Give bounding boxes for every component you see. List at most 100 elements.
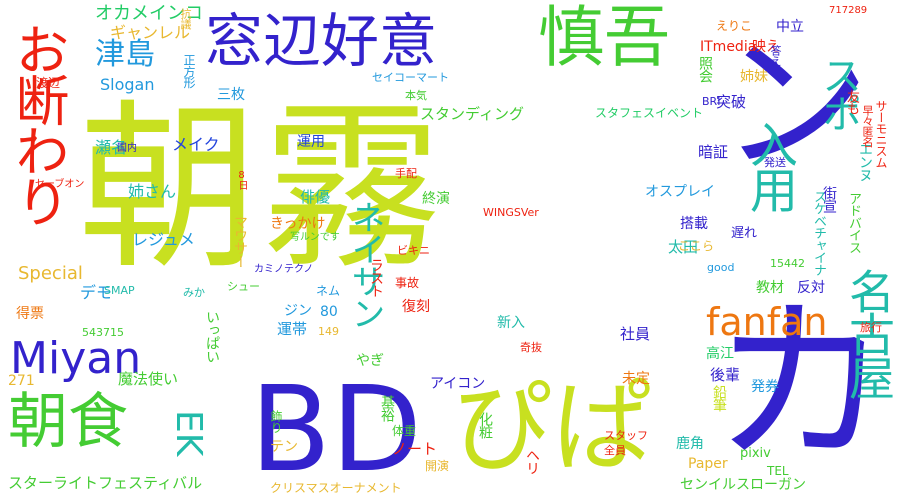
word-shinnyu: 新入 [497,315,525,331]
word-kaien: 開演 [425,459,450,473]
word-mitei: 未定 [622,371,650,387]
word-hanten: 反対 [797,280,825,296]
word-kamino: カミノテクノ [254,264,314,275]
word-seihou: 正方形 [182,54,196,88]
word-sharun: 写ルンです [290,232,340,243]
word-kyoubatsu: 奇抜 [520,341,542,354]
word-taiju: 体重 [392,424,417,438]
word-rentai: 運帯 [277,320,308,338]
word-mika: みか [183,286,205,299]
word-n80: 80 [320,304,338,320]
word-madobeko: 窓辺好意 [205,7,438,75]
word-ryokou: 旅行 [860,321,882,334]
word-tosai: 搭載 [680,216,708,232]
word-asagiri-2: 霧 [262,85,443,294]
word-fanfan: fanfan [706,300,828,344]
word-sarmos: サーモニスム [874,100,888,168]
word-shain: 社員 [620,325,651,343]
word-miyan: Miyan [10,333,142,384]
word-skechi: スケベチャイナ [811,190,826,276]
word-shoukai: 照会 [697,56,713,83]
word-okure: 遅れ [731,226,758,241]
word-neisa: ネイサン [345,200,385,328]
word-jigoku: 事故 [395,276,420,290]
word-tokuhyo: 得票 [16,306,44,322]
word-hassou: 発送 [764,156,786,169]
word-onesan: 姉さん [128,182,177,201]
word-paper: Paper [688,456,728,472]
word-advice: アドバイス [846,192,861,254]
word-honki: 本気 [405,89,427,102]
word-hericopter: ヘリ [524,448,540,475]
word-kiso: 基裕 [379,395,395,422]
word-shuu: シュー [227,280,260,293]
word-ippai: いっぱい [204,310,220,363]
word-gin: ジン [284,303,312,319]
word-bikini: ビキニ [397,244,430,257]
word-kokunai: 国内 [117,143,137,154]
word-pixiv: pixiv [740,446,771,461]
word-ten: テン [270,439,298,455]
word-christmas: クリスマスオーナメント [270,481,402,495]
word-kokora: ここら [678,239,715,253]
word-kakumu: 匿名 [861,126,874,147]
word-enpitsu: 鉛筆 [711,385,727,412]
word-shingo: 慎吾 [538,0,670,76]
word-ek: EK [168,410,209,457]
word-tsushima: 津島 [95,37,155,72]
word-chouku: 朝食 [8,387,128,457]
word-pipa: ぴぱ [452,369,652,486]
word-ospray: オスプレイ [645,184,715,200]
word-bri: BRI [702,95,721,108]
word-sanmai: 三枚 [217,87,245,103]
word-itmedia: ITmedia [700,39,757,55]
word-standing: スタンディング [420,105,524,123]
word-takae: 高江 [706,346,734,362]
word-n543715: 543715 [82,326,124,339]
word-note: ノート [392,440,438,458]
word-kougi: 抗議 [179,8,192,29]
word-nyuyou: 入用 [741,120,797,211]
word-toppa: 突破 [716,93,747,111]
word-n149: 149 [318,325,339,338]
word-zenin: 全員 [604,444,626,457]
word-kaidou: 街宣 [821,186,837,213]
word-genre: ギャンレル [110,23,191,42]
word-starlight: スターライトフェスティバル [8,474,203,492]
word-bae: 映え [752,39,780,55]
word-hachi: 8日 [236,170,247,190]
word-odan: お断わり [6,22,69,226]
word-good: good [707,261,735,274]
word-kikkake: きっかけ [270,216,326,232]
word-kakaku: 鹿角 [676,436,704,452]
word-fukkoku: 復刻 [402,299,430,315]
word-sentence: センイルスローガン [680,477,806,493]
word-slogan: Slogan [100,75,155,94]
word-kanji-ka: カ [712,280,890,487]
word-kouhai: 後輩 [710,366,741,384]
word-sosoku: 早々 [861,105,874,126]
word-mahoutsukai: 魔法使い [118,370,179,388]
word-n15442: 15442 [770,257,805,270]
word-tel: TEL [767,464,789,478]
word-chuuritsu: 中立 [776,19,804,35]
word-unyou: 運用 [297,134,325,150]
word-staffes: スタフェスイベント [595,106,704,120]
word-wings: WINGSVer [483,206,539,219]
word-haiyuu: 俳優 [300,188,331,206]
word-watanabe: 渡辺 [36,76,61,90]
word-sevenon: セーブオン [35,179,85,190]
word-icon: アイコン [430,376,486,392]
word-ankyou: 暗証 [698,143,729,161]
word-special: Special [18,263,83,284]
word-shimai: 姉妹 [740,69,768,85]
word-seikomart: セイコーマート [372,71,449,84]
word-shuuen: 終演 [422,191,450,207]
word-kotae: 答え [769,45,782,66]
word-yagi: やぎ [356,353,384,369]
word-bd: BD [250,360,422,498]
word-resume: レジュメ [132,230,195,249]
word-eriko: えりこ [716,19,753,33]
word-tomo: 友も [844,90,859,115]
